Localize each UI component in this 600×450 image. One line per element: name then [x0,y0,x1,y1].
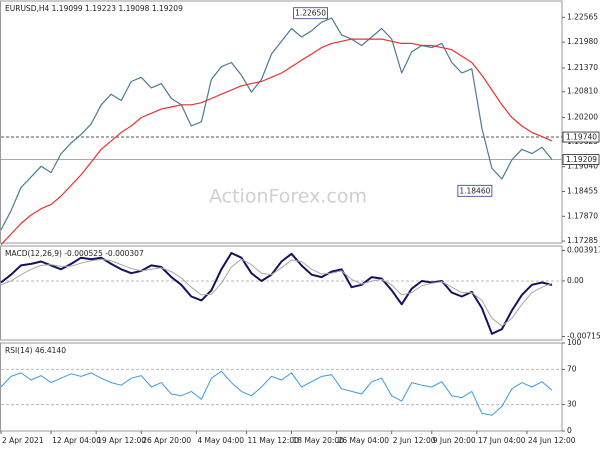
x-tick-label: 2 Apr 2021 [2,436,44,445]
level-label-box [562,154,600,165]
y-tick-label: 100 [567,338,582,347]
series-line [0,252,553,335]
panel-title: MACD(12,26,9) -0.000525 -0.000307 [5,249,144,258]
y-tick-label: 1.19040 [567,162,598,171]
annotation-box [457,184,493,197]
y-tick-label: 1.21980 [567,37,598,46]
y-tick-label: 1.21370 [567,63,598,72]
level-label-box [562,131,600,143]
x-tick-label: 9 Jun 20:00 [433,436,476,445]
panel-frame [0,245,563,341]
annotation-label: 1.18460 [459,186,490,195]
y-tick-label: 0.003917 [567,246,600,255]
y-tick-label: 70 [567,364,577,373]
y-tick-label: 1.17870 [567,211,598,220]
x-tick-label: 17 Jun 04:00 [478,436,526,445]
y-tick-label: 30 [567,400,577,409]
annotation-label: 1.22650 [295,9,326,18]
series-line [0,258,553,327]
y-tick-label: 1.18455 [567,187,598,196]
x-tick-label: 18 May 20:00 [293,436,345,445]
series-line [0,370,553,416]
y-tick-label: 1.20810 [567,87,598,96]
y-tick-label: 1.17285 [567,236,598,245]
series-line [0,38,553,246]
x-tick-label: 26 May 04:00 [338,436,390,445]
panel-title: RSI(14) 46.4140 [5,346,66,355]
level-label: 1.19209 [566,155,597,164]
annotation-box [293,7,328,20]
x-tick-label: 26 Apr 20:00 [142,436,191,445]
y-tick-label: 0 [567,426,572,435]
x-tick-label: 11 May 12:00 [247,436,299,445]
x-tick-label: 2 Jun 12:00 [393,436,436,445]
watermark: ActionForex.com [209,186,367,208]
x-tick-label: 19 Apr 12:00 [97,436,146,445]
x-tick-label: 12 Apr 04:00 [52,436,101,445]
y-tick-label: 0.00 [567,276,584,285]
series-line [0,17,553,231]
level-label: 1.19740 [566,133,597,142]
panel-title: EURUSD,H4 1.19099 1.19223 1.19098 1.1920… [5,4,183,13]
y-tick-label: -0.007152 [567,332,600,341]
y-tick-label: 1.22565 [567,12,598,21]
y-tick-label: 1.20200 [567,113,598,122]
x-tick-label: 4 May 04:00 [197,436,244,445]
x-tick-label: 24 Jun 12:00 [528,436,576,445]
panel-frame [0,342,563,432]
